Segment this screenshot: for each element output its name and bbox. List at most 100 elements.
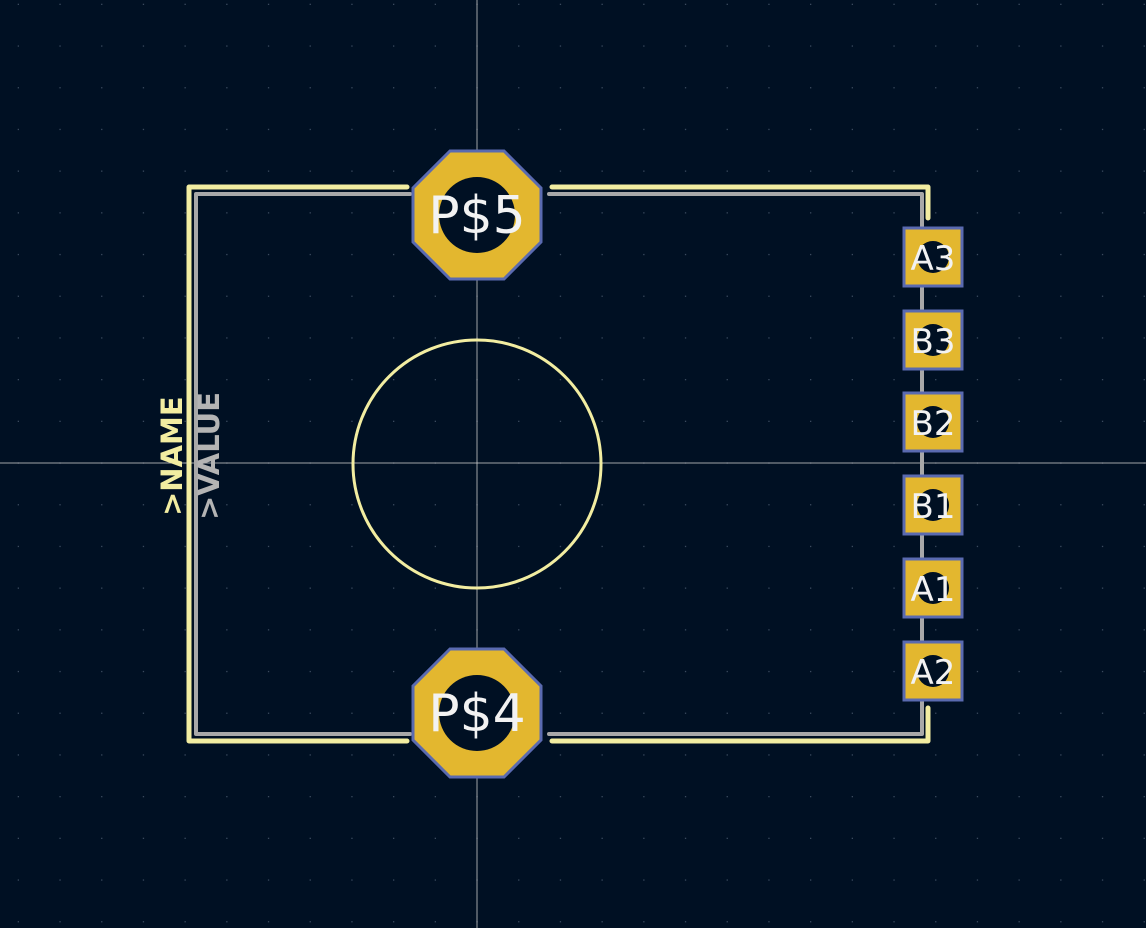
grid-dot bbox=[643, 45, 645, 47]
grid-dot bbox=[184, 545, 186, 548]
grid-dot bbox=[643, 170, 645, 172]
grid-dot bbox=[726, 337, 728, 339]
smd-pad-a1[interactable]: A1 bbox=[902, 557, 964, 619]
grid-dot bbox=[559, 545, 562, 548]
grid-dot bbox=[1060, 837, 1062, 839]
grid-dot bbox=[393, 921, 395, 923]
grid-dot bbox=[810, 796, 812, 798]
grid-dot bbox=[434, 796, 436, 798]
grid-dot bbox=[684, 253, 687, 256]
grid-dot bbox=[267, 712, 270, 714]
smd-pad-a2[interactable]: A2 bbox=[902, 640, 964, 702]
grid-dot bbox=[434, 3, 436, 5]
grid-dot bbox=[393, 504, 395, 506]
grid-dot bbox=[518, 3, 520, 5]
mounting-pad-p4[interactable]: P$4 bbox=[411, 647, 543, 779]
grid-dot bbox=[810, 504, 812, 506]
grid-dot bbox=[643, 545, 645, 548]
grid-dot bbox=[976, 670, 979, 673]
smd-pad-b2[interactable]: B2 bbox=[902, 391, 964, 453]
grid-dot bbox=[309, 128, 311, 131]
grid-dot bbox=[976, 629, 979, 631]
grid-dot bbox=[1143, 754, 1145, 756]
grid-dot bbox=[59, 128, 61, 131]
grid-dot bbox=[935, 295, 937, 297]
smd-pad-a3[interactable]: A3 bbox=[902, 226, 964, 288]
grid-dot bbox=[851, 712, 853, 714]
grid-dot bbox=[17, 796, 19, 798]
grid-dot bbox=[59, 337, 61, 339]
grid-dot bbox=[434, 379, 436, 381]
grid-dot bbox=[726, 504, 728, 506]
grid-dot bbox=[518, 545, 520, 548]
grid-dot bbox=[393, 879, 395, 881]
grid-dot bbox=[351, 670, 353, 673]
grid-dot bbox=[59, 379, 61, 381]
grid-dot bbox=[1060, 45, 1062, 47]
grid-dot bbox=[226, 587, 228, 589]
grid-dot bbox=[559, 420, 562, 422]
grid-dot bbox=[309, 504, 311, 506]
grid-dot bbox=[768, 670, 770, 673]
grid-dot bbox=[1101, 45, 1104, 47]
grid-dot bbox=[184, 337, 186, 339]
grid-dot bbox=[935, 128, 937, 131]
grid-dot bbox=[726, 3, 728, 5]
grid-dot bbox=[1018, 170, 1020, 172]
grid-dot bbox=[601, 712, 603, 714]
grid-dot bbox=[184, 754, 186, 756]
grid-dot bbox=[684, 587, 687, 589]
grid-dot bbox=[1143, 837, 1145, 839]
grid-dot bbox=[17, 337, 19, 339]
name-reference-text[interactable]: >NAME bbox=[155, 396, 189, 516]
grid-dot bbox=[601, 545, 603, 548]
grid-dot bbox=[768, 253, 770, 256]
grid-dot bbox=[893, 629, 895, 631]
grid-dot bbox=[1101, 670, 1104, 673]
smd-pad-b3[interactable]: B3 bbox=[902, 309, 964, 371]
grid-dot bbox=[226, 170, 228, 172]
grid-dot bbox=[851, 295, 853, 297]
grid-dot bbox=[59, 670, 61, 673]
grid-dot bbox=[226, 879, 228, 881]
grid-dot bbox=[810, 212, 812, 214]
mounting-pad-p5[interactable]: P$5 bbox=[411, 149, 543, 281]
grid-dot bbox=[1101, 170, 1104, 172]
grid-dot bbox=[226, 629, 228, 631]
grid-dot bbox=[768, 629, 770, 631]
grid-dot bbox=[726, 379, 728, 381]
smd-pad-b1[interactable]: B1 bbox=[902, 474, 964, 536]
grid-dot bbox=[17, 87, 19, 89]
grid-dot bbox=[267, 170, 270, 172]
grid-dot bbox=[601, 295, 603, 297]
grid-dot bbox=[1101, 837, 1104, 839]
grid-dot bbox=[101, 921, 103, 923]
grid-dot bbox=[601, 754, 603, 756]
value-reference-text[interactable]: >VALUE bbox=[192, 392, 226, 520]
grid-dot bbox=[893, 754, 895, 756]
grid-dot bbox=[184, 420, 186, 422]
grid-dot bbox=[184, 837, 186, 839]
grid-dot bbox=[267, 253, 270, 256]
grid-dot bbox=[309, 170, 311, 172]
grid-dot bbox=[1143, 629, 1145, 631]
grid-dot bbox=[1101, 379, 1104, 381]
grid-dot bbox=[810, 629, 812, 631]
grid-dot bbox=[142, 587, 145, 589]
grid-dot bbox=[142, 504, 145, 506]
grid-dot bbox=[142, 545, 145, 548]
grid-dot bbox=[768, 45, 770, 47]
grid-dot bbox=[59, 504, 61, 506]
grid-dot bbox=[142, 295, 145, 297]
grid-dot bbox=[226, 337, 228, 339]
grid-dot bbox=[684, 712, 687, 714]
grid-dot bbox=[810, 337, 812, 339]
grid-dot bbox=[59, 45, 61, 47]
grid-dot bbox=[976, 712, 979, 714]
grid-dot bbox=[309, 796, 311, 798]
grid-dot bbox=[726, 587, 728, 589]
grid-dot bbox=[1101, 629, 1104, 631]
grid-dot bbox=[851, 879, 853, 881]
grid-dot bbox=[1060, 879, 1062, 881]
